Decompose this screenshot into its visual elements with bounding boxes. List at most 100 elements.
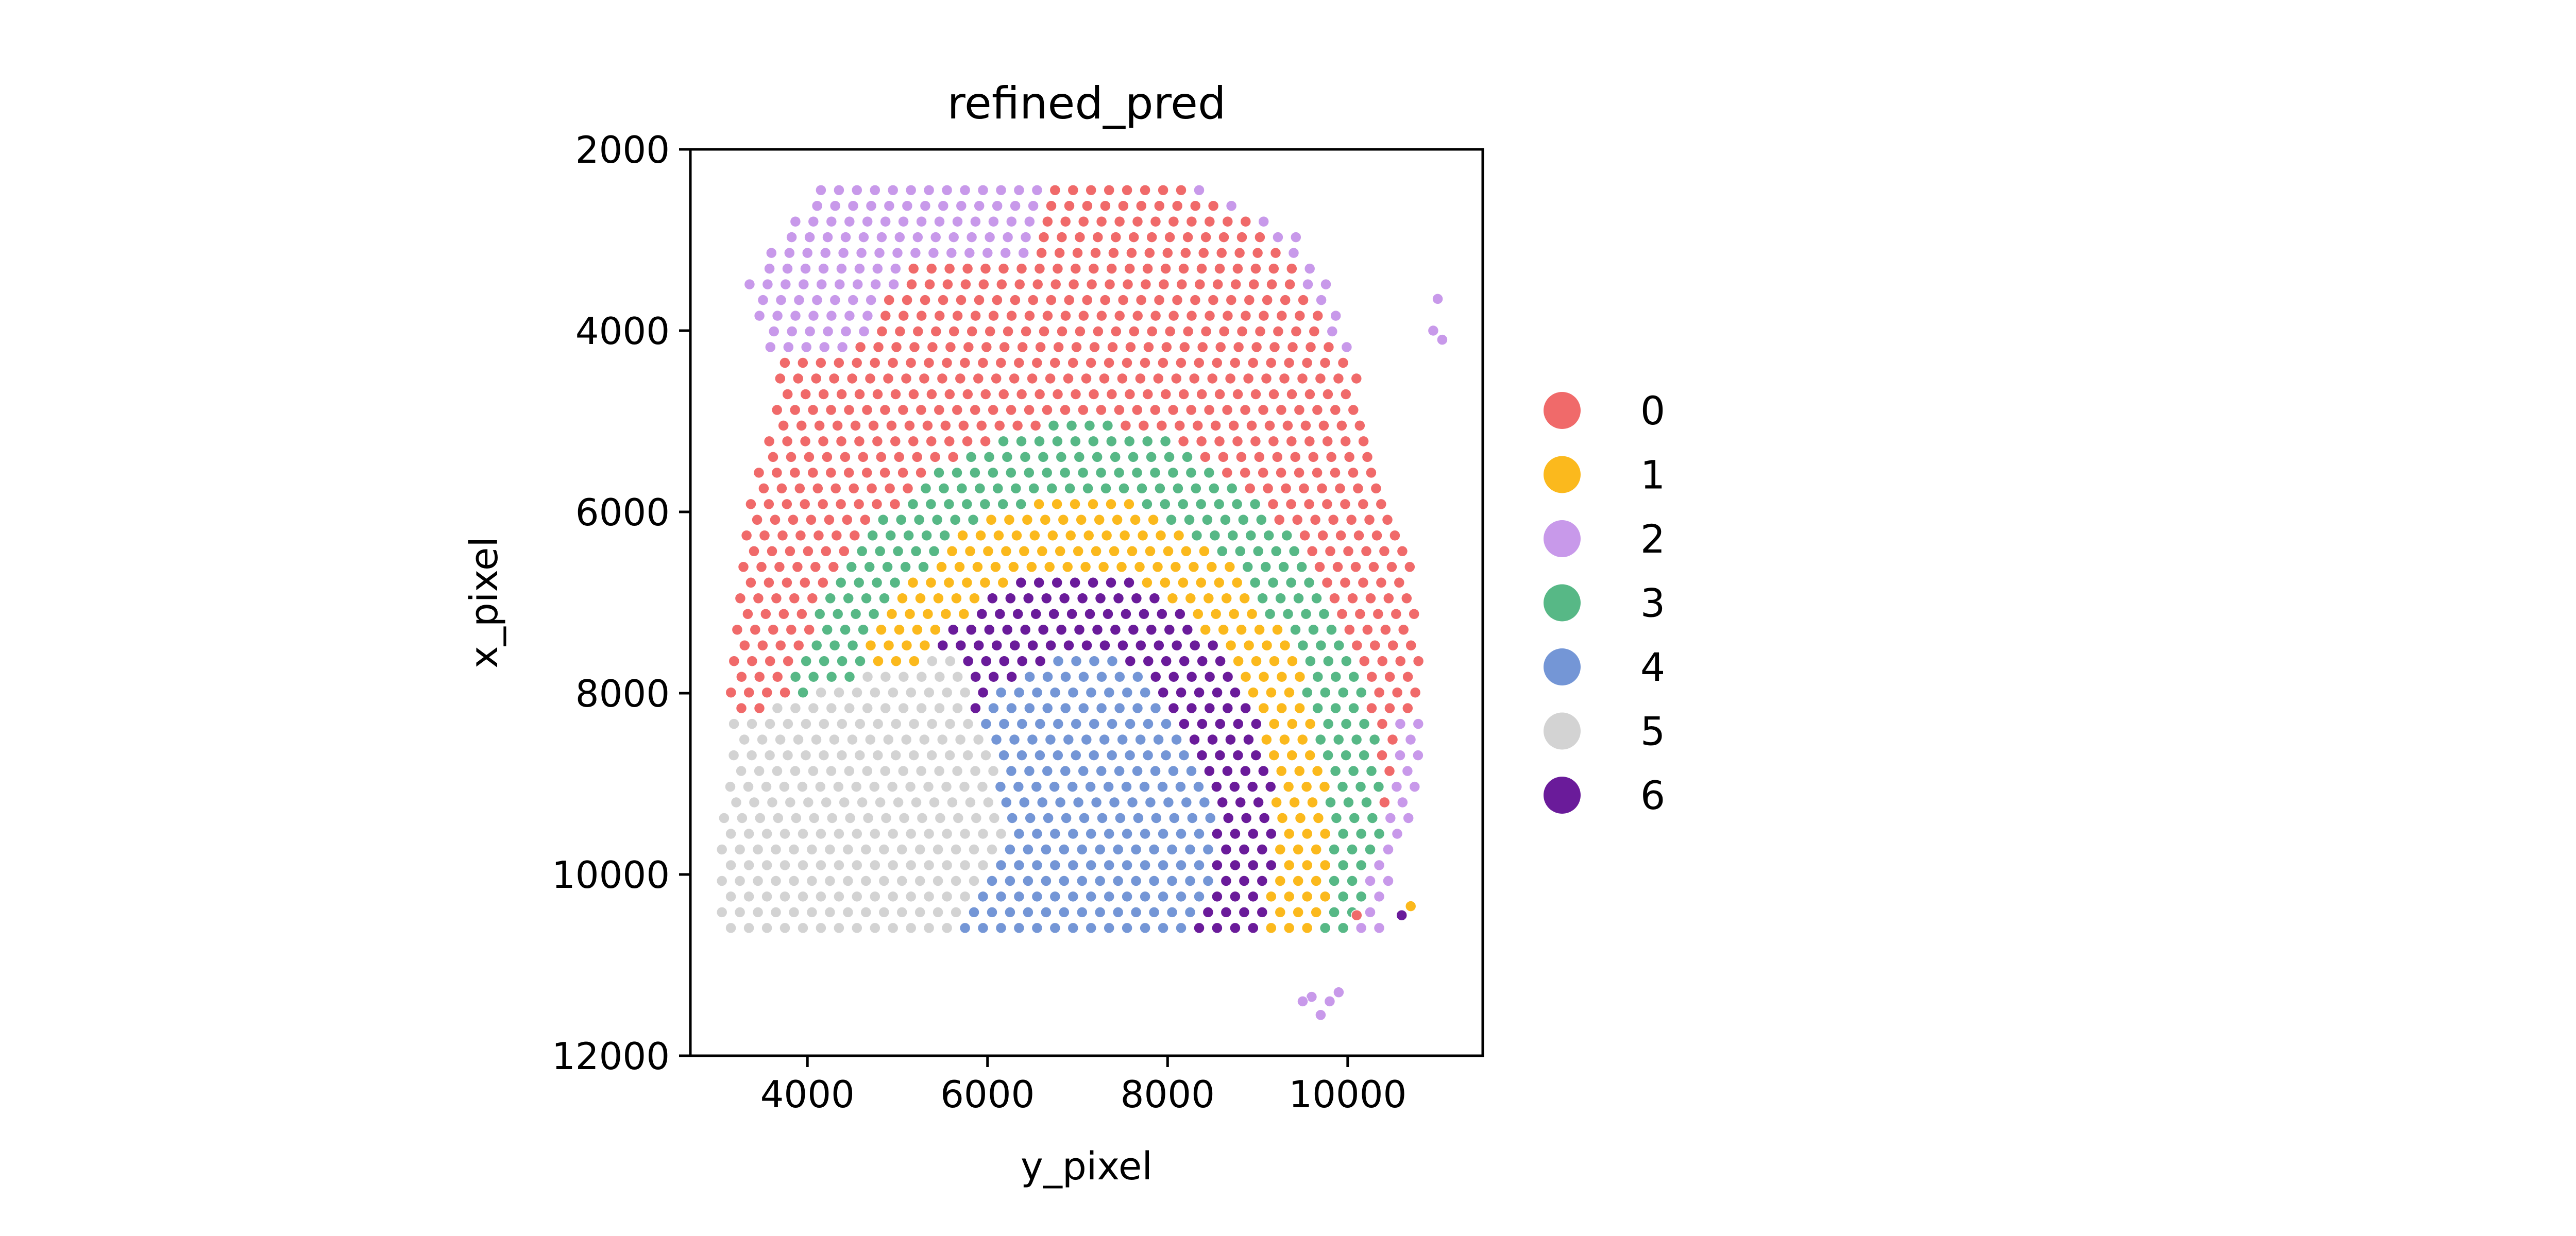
- spot-cluster-0: [1189, 294, 1201, 306]
- spot-cluster-5: [926, 749, 938, 761]
- spot-cluster-0: [1212, 278, 1224, 290]
- spot-cluster-1: [1319, 828, 1331, 840]
- spot-cluster-6: [962, 655, 974, 667]
- spot-cluster-3: [933, 467, 945, 479]
- spot-cluster-2: [1402, 812, 1414, 824]
- x-axis-ticks: 4000 6000 8000 10000: [760, 1056, 1406, 1116]
- spot-cluster-0: [1327, 514, 1340, 526]
- spot-cluster-3: [1348, 812, 1361, 824]
- spot-cluster-3: [1136, 483, 1148, 494]
- spot-cluster-4: [1139, 686, 1151, 698]
- spot-cluster-1: [1296, 733, 1309, 746]
- spot-cluster-4: [1076, 875, 1088, 887]
- spot-cluster-0: [1215, 247, 1228, 259]
- spot-cluster-2: [872, 263, 884, 274]
- spot-cluster-5: [843, 702, 855, 714]
- spot-cluster-0: [1171, 294, 1183, 306]
- spot-cluster-4: [1067, 890, 1079, 903]
- spot-cluster-1: [1300, 781, 1313, 793]
- spot-cluster-0: [1307, 451, 1319, 463]
- spot-cluster-4: [1175, 922, 1187, 934]
- spot-cluster-1: [1198, 545, 1210, 557]
- spot-cluster-0: [1060, 310, 1072, 322]
- spot-cluster-0: [1193, 357, 1205, 369]
- spot-cluster-1: [1026, 561, 1038, 573]
- spot-cluster-0: [1149, 404, 1161, 416]
- spot-cluster-1: [1184, 592, 1197, 605]
- spot-cluster-3: [1100, 483, 1112, 494]
- spot-cluster-0: [1033, 388, 1046, 400]
- spot-cluster-5: [766, 796, 778, 809]
- spot-cluster-1: [886, 608, 898, 620]
- spot-cluster-0: [1246, 420, 1258, 432]
- spot-cluster-1: [957, 529, 969, 542]
- spot-cluster-0: [1204, 215, 1216, 228]
- spot-cluster-3: [821, 624, 833, 636]
- spot-cluster-3: [1330, 702, 1342, 714]
- spot-cluster-5: [918, 733, 930, 746]
- spot-cluster-3: [1328, 875, 1340, 887]
- spot-cluster-5: [872, 749, 884, 761]
- spot-cluster-5: [968, 844, 980, 855]
- spot-cluster-4: [1131, 765, 1143, 777]
- spot-cluster-6: [1148, 592, 1161, 605]
- spot-cluster-3: [1264, 608, 1276, 620]
- spot-cluster-6: [1117, 639, 1129, 651]
- spot-cluster-3: [1337, 890, 1349, 903]
- spot-cluster-2: [854, 263, 866, 274]
- spot-cluster-3: [1047, 420, 1060, 432]
- spot-cluster-4: [1018, 796, 1030, 809]
- spot-cluster-3: [845, 561, 857, 573]
- spot-cluster-5: [734, 875, 746, 887]
- spot-cluster-6: [1247, 922, 1259, 934]
- spot-cluster-4: [1198, 796, 1211, 809]
- spot-cluster-3: [928, 545, 940, 557]
- spot-cluster-1: [1258, 702, 1269, 714]
- spot-cluster-3: [1326, 624, 1337, 636]
- spot-cluster-3: [1304, 655, 1316, 667]
- spot-cluster-0: [1312, 310, 1324, 322]
- spot-cluster-0: [1376, 749, 1388, 761]
- spot-cluster-5: [806, 875, 818, 887]
- spot-cluster-0: [1085, 184, 1097, 196]
- spot-cluster-2: [807, 215, 820, 228]
- spot-cluster-4: [1106, 718, 1118, 730]
- spot-cluster-0: [731, 624, 743, 636]
- spot-cluster-3: [1019, 451, 1031, 463]
- spot-cluster-0: [802, 545, 814, 557]
- spot-cluster-6: [1178, 655, 1190, 667]
- spot-cluster-0: [1269, 247, 1282, 259]
- spot-cluster-5: [914, 875, 926, 887]
- spot-cluster-2: [1020, 231, 1032, 243]
- spot-cluster-4: [1024, 812, 1036, 824]
- spot-cluster-4: [1139, 781, 1150, 793]
- spot-cluster-3: [1167, 467, 1179, 479]
- spot-cluster-0: [1088, 388, 1100, 400]
- spot-cluster-2: [1391, 781, 1403, 793]
- spot-cluster-1: [1137, 529, 1149, 542]
- spot-cluster-5: [825, 702, 838, 714]
- x-tick-label: 4000: [760, 1073, 855, 1116]
- spot-cluster-4: [998, 718, 1010, 730]
- spot-cluster-1: [1221, 592, 1232, 605]
- spot-cluster-0: [997, 263, 1010, 274]
- spot-cluster-0: [905, 357, 917, 369]
- spot-cluster-0: [1272, 325, 1284, 337]
- spot-cluster-5: [944, 749, 956, 761]
- spot-cluster-5: [761, 859, 773, 871]
- spot-cluster-0: [1210, 420, 1222, 432]
- spot-cluster-4: [1031, 890, 1043, 903]
- spot-cluster-0: [1199, 451, 1211, 463]
- spot-cluster-3: [878, 592, 890, 605]
- spot-cluster-3: [983, 451, 995, 463]
- spot-cluster-0: [1321, 435, 1333, 448]
- spot-cluster-4: [1006, 812, 1018, 824]
- spot-cluster-5: [904, 781, 917, 793]
- spot-cluster-5: [742, 781, 754, 793]
- spot-cluster-0: [827, 561, 840, 573]
- spot-cluster-2: [804, 325, 816, 337]
- spot-cluster-0: [1194, 278, 1206, 290]
- spot-cluster-0: [1390, 608, 1402, 620]
- legend-label-1: 1: [1640, 452, 1665, 498]
- spot-cluster-4: [1193, 859, 1205, 871]
